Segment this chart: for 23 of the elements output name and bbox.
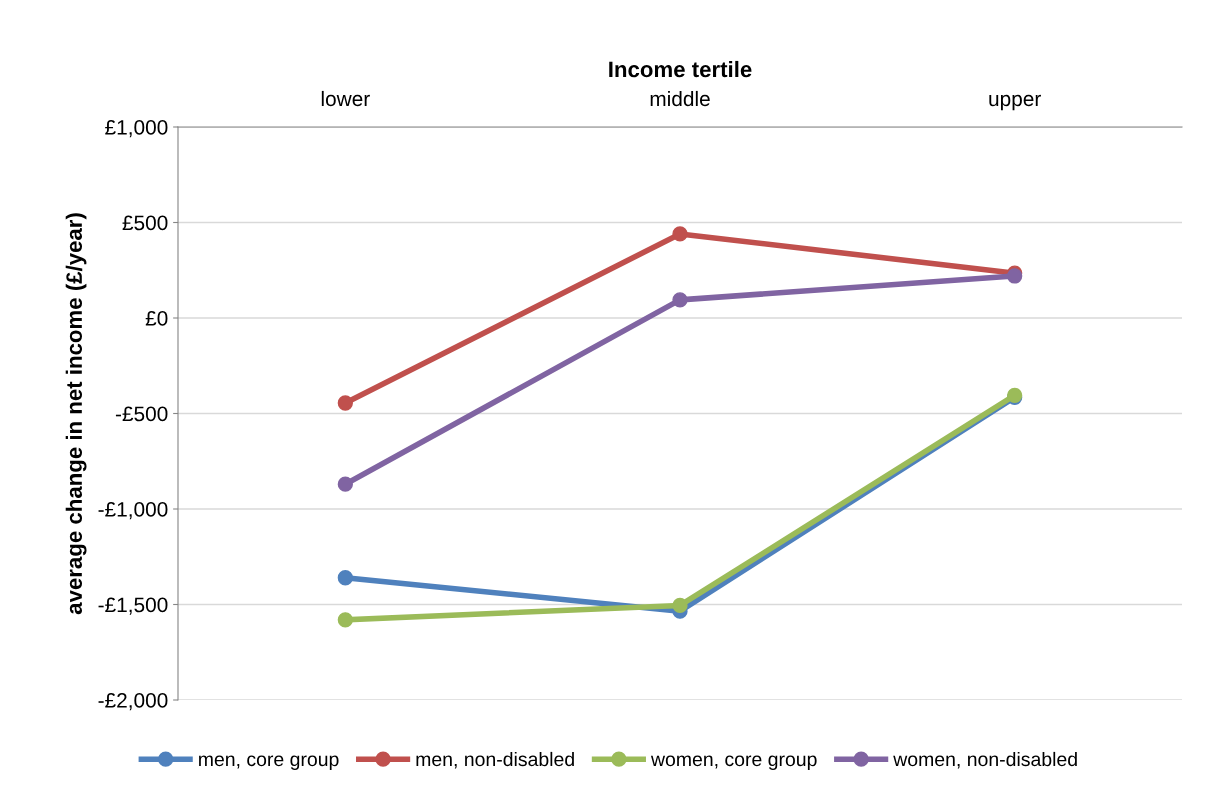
legend-label: men, core group	[199, 755, 339, 771]
y-tick-label: -£500	[115, 406, 168, 422]
x-tick-label: middle	[650, 90, 710, 107]
point	[672, 292, 688, 308]
legend-label: men, non-disabled	[416, 751, 574, 769]
y-tick-label: £1,000	[105, 120, 168, 138]
point	[337, 395, 353, 411]
point	[337, 612, 353, 628]
x-tick-label: lower	[321, 90, 370, 107]
point	[337, 570, 353, 586]
point	[672, 597, 688, 614]
y-tick-label: -£1,500	[98, 597, 168, 615]
y-tick-label: -£1,000	[98, 502, 168, 520]
point	[672, 226, 688, 242]
point	[337, 476, 353, 492]
legend-label: women, non-disabled	[893, 751, 1077, 769]
y-tick-label: -£2,000	[98, 693, 168, 711]
y-tick-label: £0	[145, 311, 168, 326]
y-axis-title: average change in net income (£/year)	[65, 213, 87, 615]
x-tick-label: upper	[989, 94, 1041, 111]
y-tick-label: £500	[122, 215, 168, 231]
x-axis-title: Income tertile	[609, 60, 752, 78]
legend-label: women, core group	[650, 755, 817, 771]
